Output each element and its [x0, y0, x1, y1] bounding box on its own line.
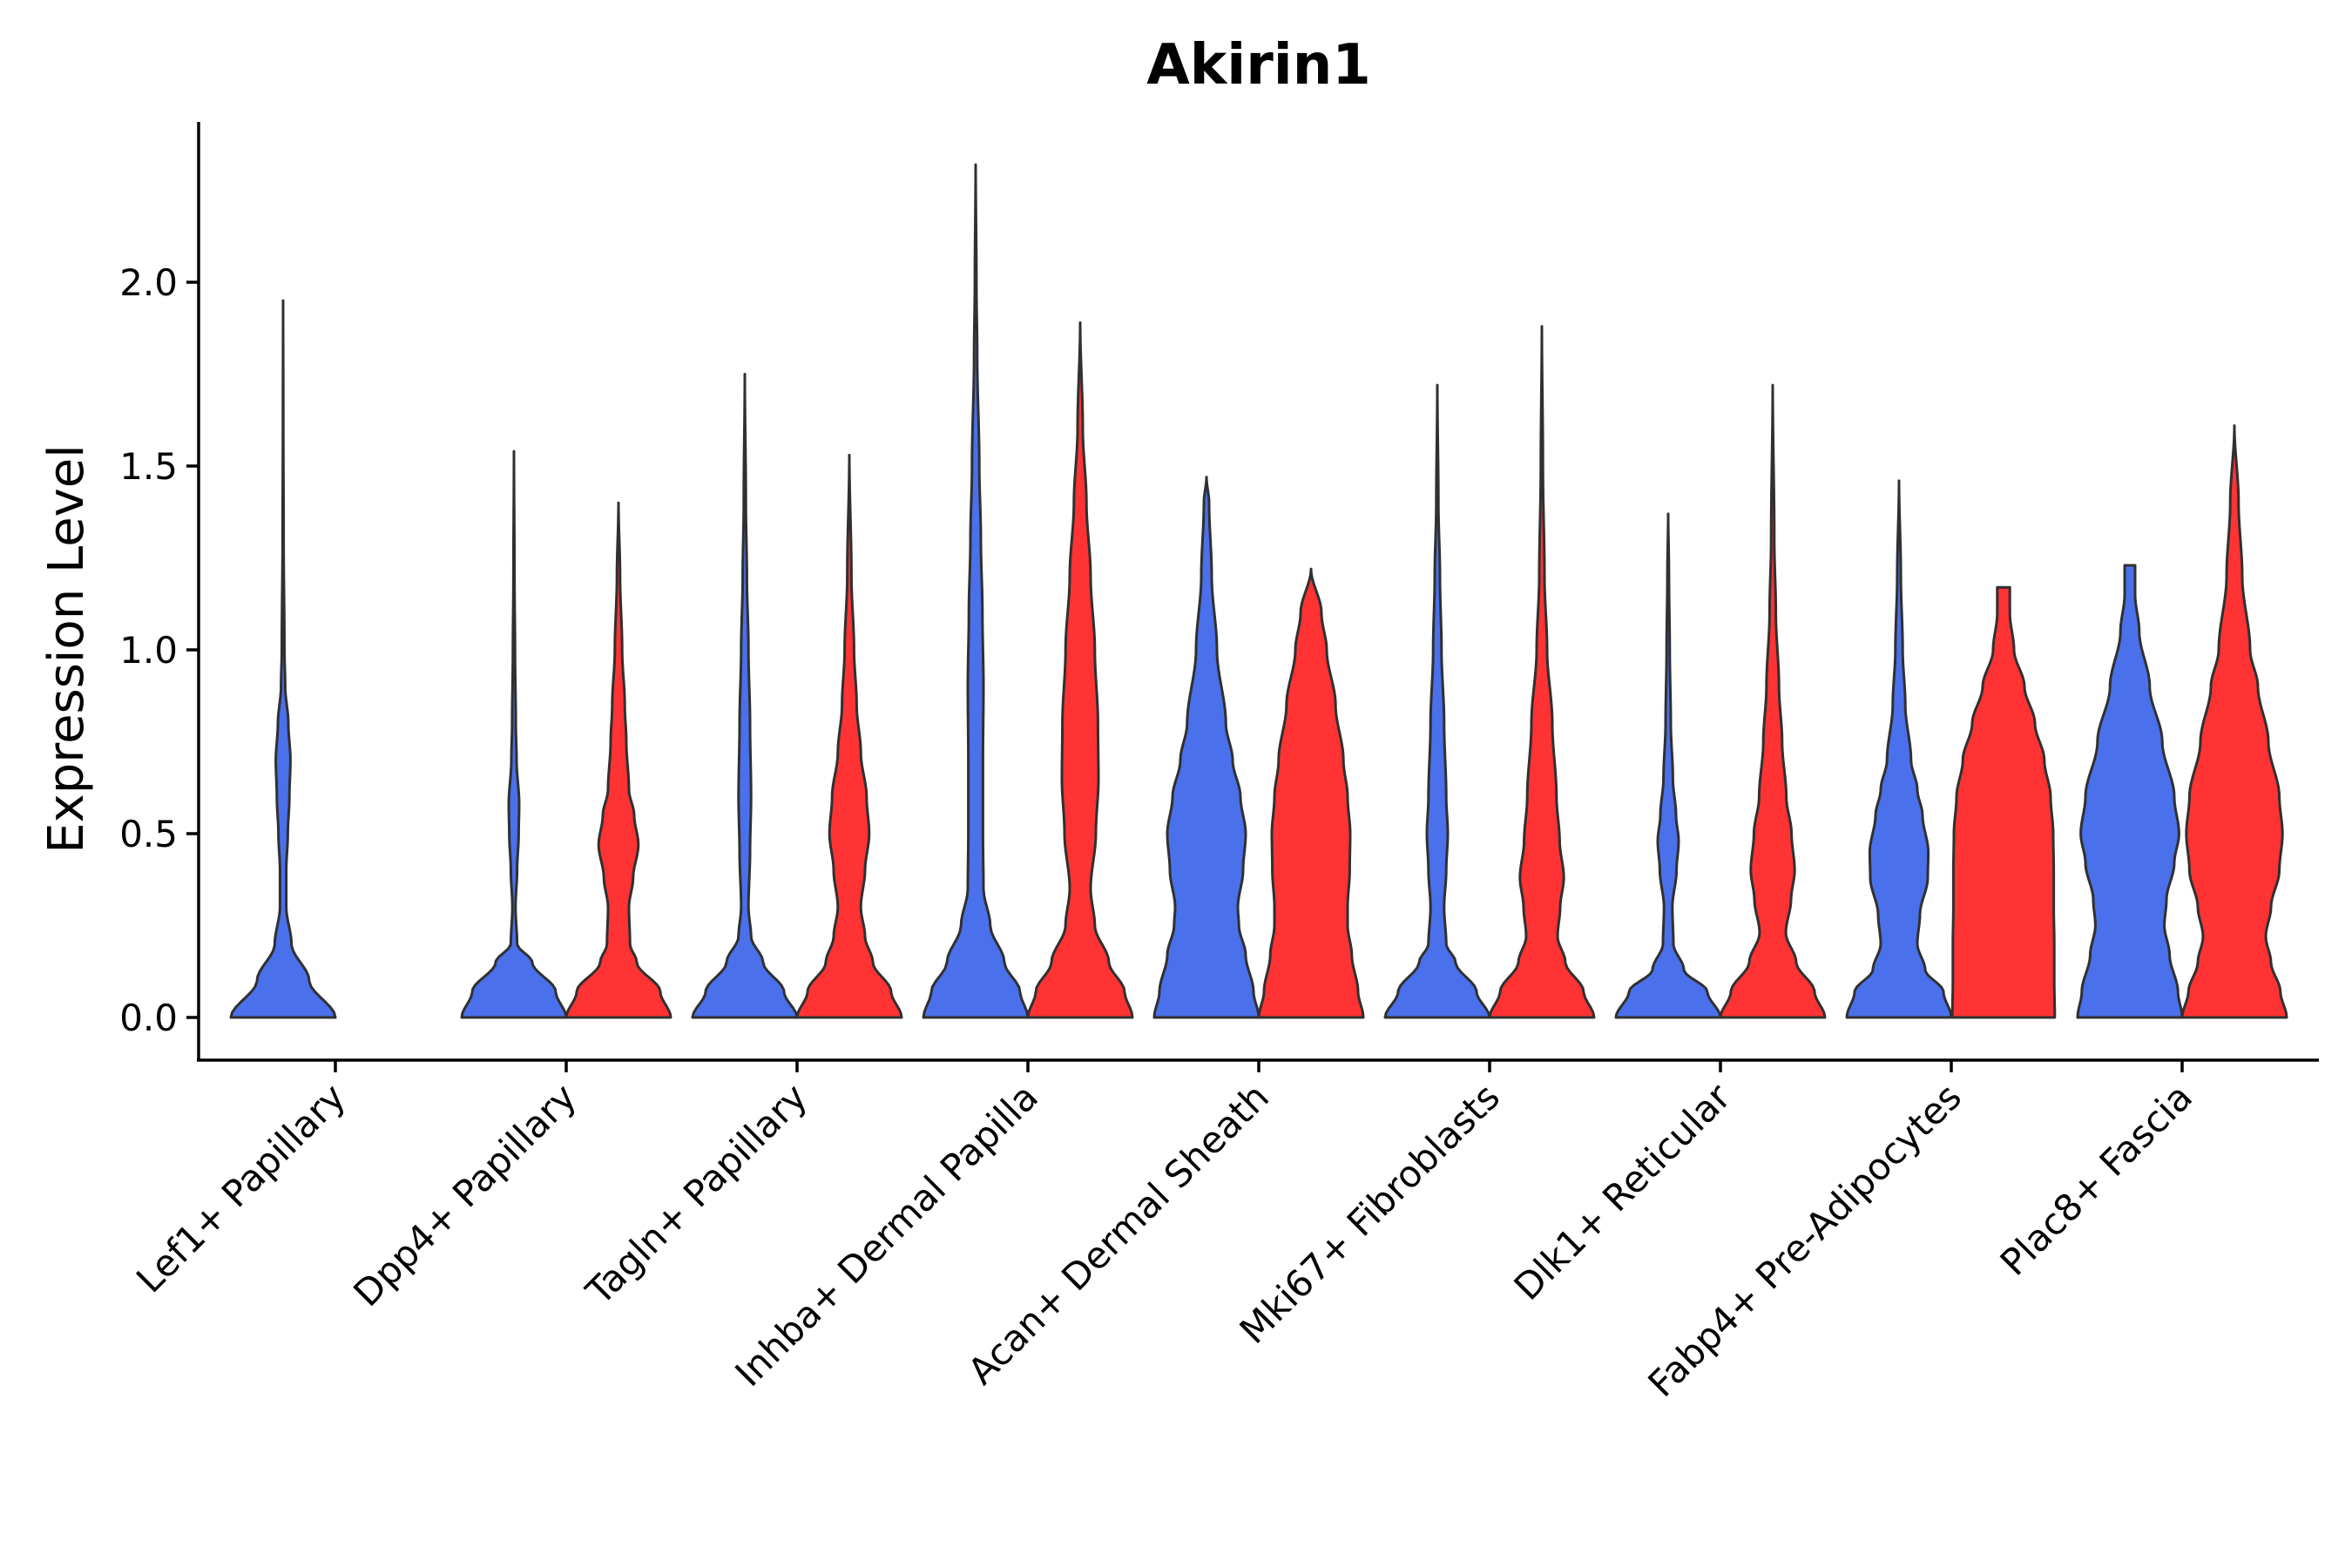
violin-red — [1488, 325, 1596, 1019]
x-tick-label: Mki67+ Fibroblasts — [1232, 1075, 1508, 1351]
x-tick-label: Dlk1+ Reticular — [1506, 1075, 1740, 1308]
violin-group — [229, 163, 2288, 1019]
violin-blue — [1845, 479, 1953, 1019]
y-tick-label: 1.5 — [119, 445, 178, 488]
x-tick-label: Lef1+ Papillary — [128, 1075, 354, 1301]
y-tick-label: 2.0 — [119, 261, 178, 304]
violin-red — [1257, 567, 1365, 1019]
x-tick-label: Plac8+ Fascia — [1992, 1075, 2200, 1283]
y-tick-label: 0.0 — [119, 997, 178, 1039]
x-tick-label: Dpp4+ Papillary — [345, 1075, 585, 1315]
x-tick-label: Tagln+ Papillary — [578, 1075, 815, 1313]
y-tick-label: 1.0 — [119, 629, 178, 672]
violin-red — [1719, 383, 1827, 1019]
violin-red — [1026, 321, 1134, 1019]
violin-blue — [1614, 512, 1722, 1019]
violin-blue — [2076, 564, 2184, 1019]
y-axis-label: Expression Level — [38, 444, 95, 854]
violin-red — [795, 453, 903, 1019]
violin-blue — [460, 449, 568, 1019]
violin-blue — [922, 163, 1030, 1019]
violin-red — [564, 501, 672, 1019]
violin-blue — [1152, 476, 1260, 1019]
violin-blue — [1383, 383, 1491, 1019]
violin-blue — [691, 373, 799, 1019]
violin-red — [1950, 585, 2057, 1019]
violin-red — [2180, 424, 2288, 1019]
chart-title: Akirin1 — [1146, 33, 1371, 98]
y-axis-ticks: 0.0 0.5 1.0 1.5 2.0 — [119, 261, 199, 1039]
violin-blue — [229, 299, 337, 1019]
y-tick-label: 0.5 — [119, 813, 178, 855]
